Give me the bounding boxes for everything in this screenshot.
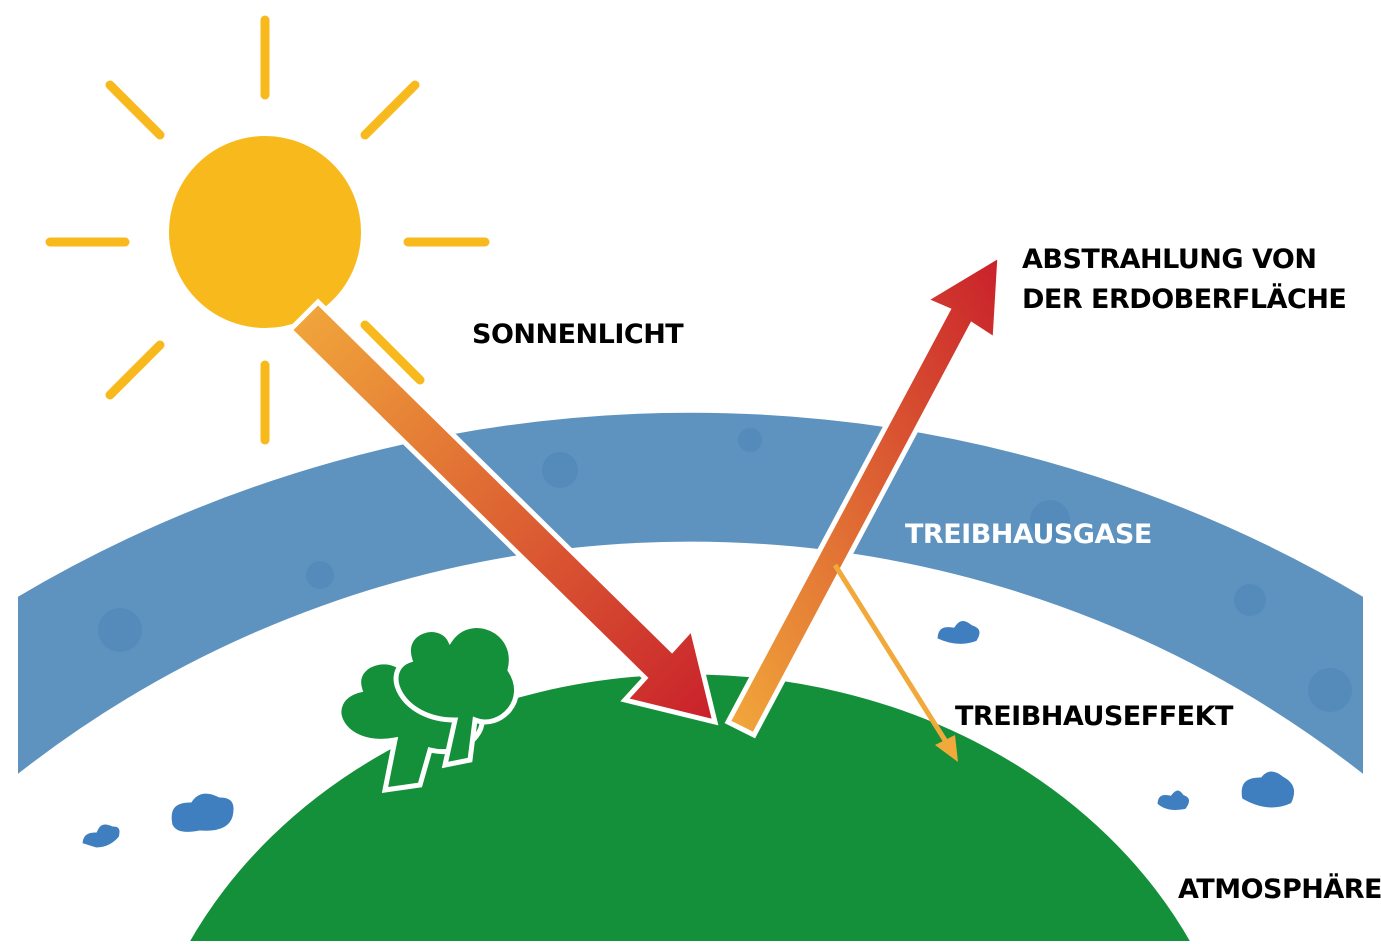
- sun: [165, 132, 365, 332]
- radiation-label: ABSTRAHLUNG VON: [1022, 244, 1316, 275]
- effect-label: TREIBHAUSEFFEKT: [955, 701, 1234, 732]
- atmosphere-label: ATMOSPHÄRE: [1178, 873, 1381, 905]
- diagram: SONNENLICHT ABSTRAHLUNG VON DER ERDOBERF…: [0, 0, 1381, 944]
- gases-label: TREIBHAUSGASE: [905, 519, 1152, 550]
- sunlight-label: SONNENLICHT: [472, 319, 684, 350]
- radiation-label: DER ERDOBERFLÄCHE: [1022, 283, 1346, 315]
